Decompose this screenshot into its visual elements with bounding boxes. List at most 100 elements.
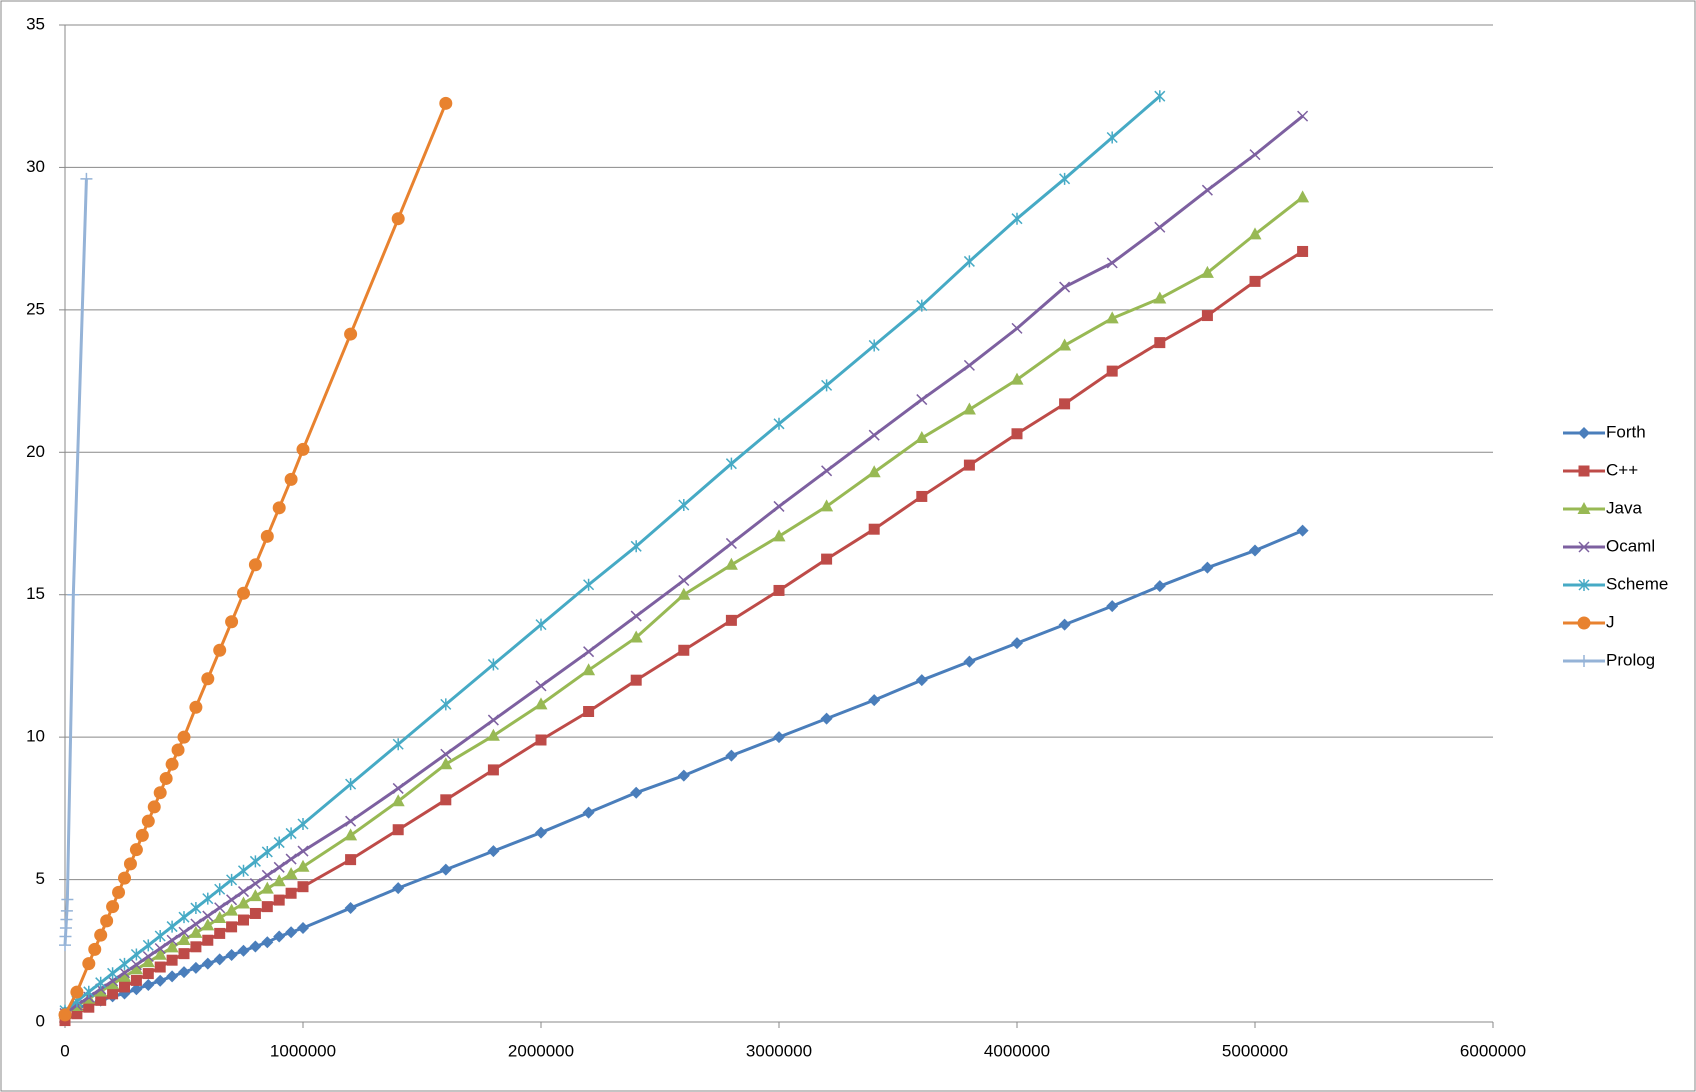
marker xyxy=(202,934,214,946)
marker xyxy=(107,967,119,980)
marker xyxy=(963,459,975,471)
marker xyxy=(820,712,833,725)
marker xyxy=(178,926,190,938)
marker xyxy=(583,706,595,718)
marker xyxy=(107,988,119,1000)
marker xyxy=(166,920,178,933)
marker xyxy=(202,892,214,905)
marker xyxy=(962,402,976,415)
marker xyxy=(297,818,309,831)
marker xyxy=(95,994,107,1006)
marker xyxy=(226,921,238,933)
marker xyxy=(1058,618,1071,631)
marker xyxy=(1153,580,1166,593)
marker xyxy=(725,614,737,626)
marker xyxy=(261,869,273,881)
legend-label: Ocaml xyxy=(1606,536,1655,555)
marker xyxy=(725,457,737,470)
marker xyxy=(130,983,143,996)
marker xyxy=(106,900,120,914)
marker xyxy=(60,904,73,917)
marker xyxy=(118,969,131,982)
marker xyxy=(213,953,226,966)
marker xyxy=(868,694,881,707)
marker xyxy=(166,970,179,983)
marker xyxy=(154,974,167,987)
marker xyxy=(1577,616,1591,630)
marker xyxy=(487,764,499,776)
marker xyxy=(237,944,250,957)
marker xyxy=(273,861,285,873)
marker xyxy=(70,985,84,999)
marker xyxy=(439,863,452,876)
marker xyxy=(1059,398,1071,410)
marker xyxy=(189,925,203,938)
marker xyxy=(177,730,191,744)
marker xyxy=(166,954,178,966)
marker xyxy=(440,794,452,806)
marker xyxy=(1106,131,1118,144)
legend-label: Scheme xyxy=(1606,574,1668,593)
marker xyxy=(71,1008,83,1020)
marker xyxy=(535,826,547,839)
marker xyxy=(1248,227,1262,240)
marker xyxy=(916,490,928,502)
marker xyxy=(583,646,595,658)
marker xyxy=(630,674,642,686)
x-tick-label: 3000000 xyxy=(746,1041,812,1060)
marker xyxy=(1578,465,1590,477)
marker xyxy=(171,743,185,757)
marker xyxy=(202,910,214,922)
marker xyxy=(678,644,690,656)
marker xyxy=(820,499,834,512)
x-tick-label: 5000000 xyxy=(1222,1041,1288,1060)
marker xyxy=(272,874,286,887)
marker xyxy=(190,902,202,915)
marker xyxy=(1059,172,1071,185)
marker xyxy=(80,172,93,185)
marker xyxy=(189,961,202,974)
marker xyxy=(118,957,131,970)
marker xyxy=(297,845,309,857)
marker xyxy=(296,442,310,456)
marker xyxy=(867,465,881,478)
marker xyxy=(1154,90,1166,103)
y-tick-label: 30 xyxy=(26,157,45,176)
marker xyxy=(214,902,226,914)
marker xyxy=(1011,212,1023,225)
marker xyxy=(177,932,191,945)
marker xyxy=(868,339,880,352)
marker xyxy=(583,578,595,591)
marker xyxy=(487,658,499,671)
marker xyxy=(159,771,173,785)
marker xyxy=(261,936,274,949)
marker xyxy=(391,212,405,226)
marker xyxy=(773,500,785,512)
marker xyxy=(487,714,499,726)
marker xyxy=(1011,637,1023,650)
marker xyxy=(535,734,547,746)
marker xyxy=(238,914,249,926)
marker xyxy=(261,901,273,913)
marker xyxy=(440,698,452,711)
marker xyxy=(1578,427,1590,439)
marker xyxy=(82,957,96,971)
marker xyxy=(345,815,357,827)
y-tick-label: 0 xyxy=(36,1011,45,1030)
y-tick-label: 35 xyxy=(26,14,45,33)
marker xyxy=(260,881,274,894)
marker xyxy=(67,588,80,601)
marker xyxy=(142,950,154,963)
x-tick-label: 4000000 xyxy=(984,1041,1050,1060)
x-tick-label: 6000000 xyxy=(1460,1041,1526,1060)
marker xyxy=(1249,149,1261,161)
x-tick-label: 1000000 xyxy=(270,1041,336,1060)
marker xyxy=(1296,190,1310,203)
marker xyxy=(772,529,786,542)
x-tick-label: 2000000 xyxy=(508,1041,574,1060)
marker xyxy=(773,584,785,596)
marker xyxy=(678,574,690,587)
marker xyxy=(237,864,250,877)
marker xyxy=(142,978,155,991)
marker xyxy=(1249,275,1261,287)
